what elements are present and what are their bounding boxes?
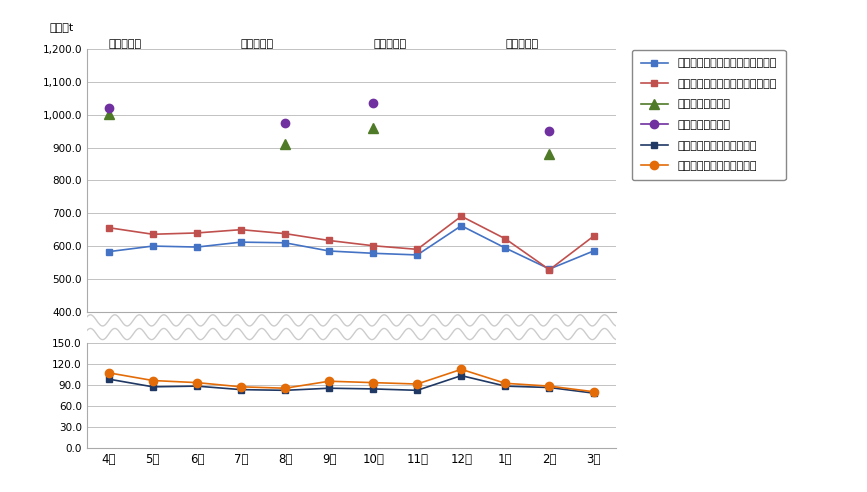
Legend: ５年度　ステーション・拠点回収, ４年度　ステーション・拠点回収, ５年度　集団回収, ４年度　集団回収, ５年度　ピックアップ回収, ４年度　ピックアップ回収: ５年度 ステーション・拠点回収, ４年度 ステーション・拠点回収, ５年度 集団… bbox=[632, 50, 786, 180]
Text: 単位：t: 単位：t bbox=[49, 24, 74, 33]
Text: 第３四半期: 第３四半期 bbox=[373, 39, 407, 49]
Text: 第１四半期: 第１四半期 bbox=[108, 39, 142, 49]
Text: 第４四半期: 第４四半期 bbox=[505, 39, 538, 49]
Text: 第２四半期: 第２四半期 bbox=[241, 39, 274, 49]
